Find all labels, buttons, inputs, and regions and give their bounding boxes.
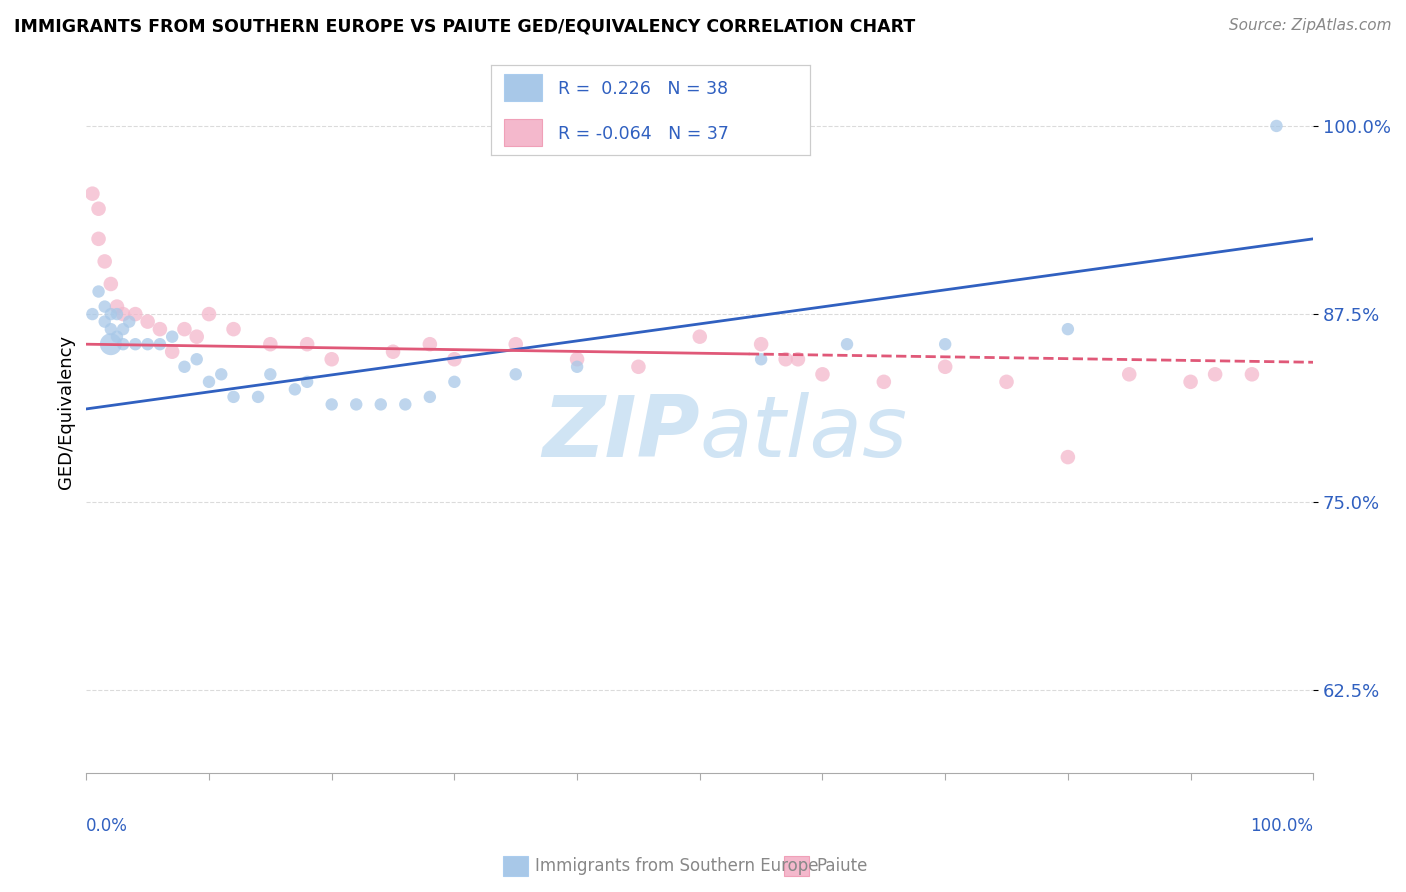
Point [222, 390, 245, 404]
Point [186, 329, 208, 343]
Point [443, 352, 465, 367]
Point [775, 352, 797, 367]
Point [565, 352, 588, 367]
Point [295, 375, 318, 389]
Point [565, 359, 588, 374]
Point [873, 375, 896, 389]
Point [105, 307, 128, 321]
Point [87, 285, 110, 299]
Point [505, 337, 527, 351]
Point [295, 337, 318, 351]
Point [87, 232, 110, 246]
Point [419, 390, 441, 404]
Point [1118, 368, 1140, 382]
Point [160, 344, 183, 359]
Text: 100.0%: 100.0% [1250, 816, 1313, 835]
Point [87, 202, 110, 216]
Point [149, 322, 172, 336]
Point [419, 337, 441, 351]
Point [689, 329, 711, 343]
Point [1240, 368, 1263, 382]
Text: Source: ZipAtlas.com: Source: ZipAtlas.com [1229, 18, 1392, 33]
Point [105, 300, 128, 314]
Point [1057, 322, 1080, 336]
Text: Immigrants from Southern Europe: Immigrants from Southern Europe [536, 857, 818, 875]
Point [811, 368, 834, 382]
Point [124, 337, 146, 351]
Point [198, 307, 221, 321]
Point [443, 375, 465, 389]
Point [749, 337, 772, 351]
Point [124, 307, 146, 321]
Point [118, 315, 141, 329]
Point [934, 337, 956, 351]
Point [344, 397, 367, 411]
Point [160, 329, 183, 343]
Point [259, 337, 281, 351]
Text: atlas: atlas [700, 392, 908, 475]
Y-axis label: GED/Equivalency: GED/Equivalency [58, 334, 75, 489]
Point [100, 337, 122, 351]
Point [82, 307, 104, 321]
Point [247, 390, 270, 404]
Point [136, 337, 159, 351]
Text: ZIP: ZIP [543, 392, 700, 475]
Point [627, 359, 650, 374]
Point [835, 337, 858, 351]
Point [787, 352, 810, 367]
Point [186, 352, 208, 367]
Point [112, 307, 135, 321]
Point [1180, 375, 1202, 389]
Point [321, 397, 343, 411]
Point [136, 315, 159, 329]
Point [105, 329, 128, 343]
Point [149, 337, 172, 351]
Point [995, 375, 1018, 389]
Point [934, 359, 956, 374]
Point [209, 368, 232, 382]
Point [1057, 450, 1080, 464]
Point [505, 368, 527, 382]
Point [112, 337, 135, 351]
Point [749, 352, 772, 367]
Point [173, 322, 195, 336]
Point [198, 375, 221, 389]
Point [321, 352, 343, 367]
Point [382, 344, 405, 359]
Point [93, 300, 115, 314]
Point [93, 315, 115, 329]
Text: Paiute: Paiute [817, 857, 868, 875]
Point [259, 368, 281, 382]
Point [82, 186, 104, 201]
Point [1204, 368, 1226, 382]
Point [1265, 119, 1288, 133]
Point [100, 277, 122, 291]
Point [100, 307, 122, 321]
Point [173, 359, 195, 374]
Point [284, 382, 307, 396]
Point [222, 322, 245, 336]
Point [100, 322, 122, 336]
Point [394, 397, 416, 411]
Text: IMMIGRANTS FROM SOUTHERN EUROPE VS PAIUTE GED/EQUIVALENCY CORRELATION CHART: IMMIGRANTS FROM SOUTHERN EUROPE VS PAIUT… [14, 18, 915, 36]
Text: 0.0%: 0.0% [86, 816, 128, 835]
Point [112, 322, 135, 336]
Point [93, 254, 115, 268]
Point [370, 397, 392, 411]
